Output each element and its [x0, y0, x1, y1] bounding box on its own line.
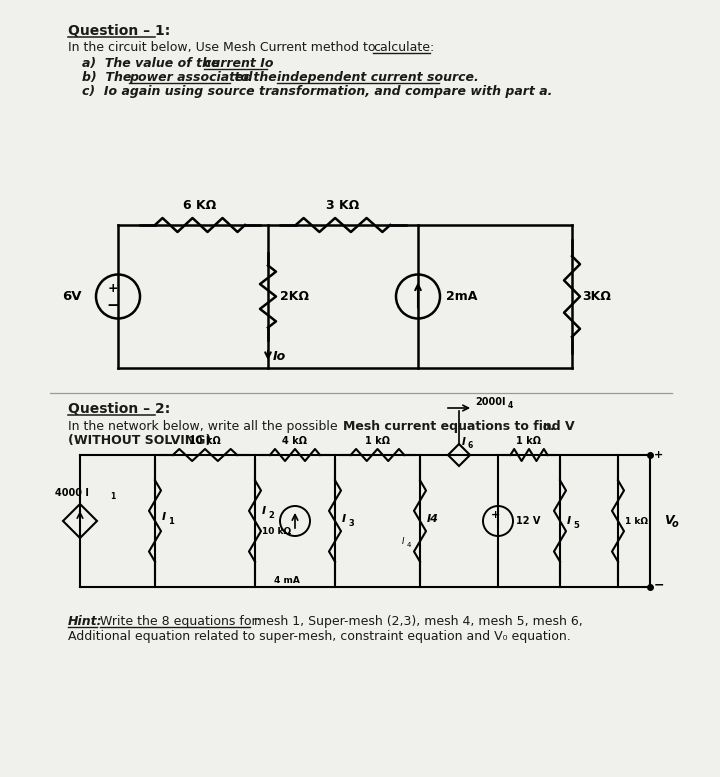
Text: 2000I: 2000I: [475, 397, 505, 407]
Text: (WITHOUT SOLVING): (WITHOUT SOLVING): [68, 434, 211, 447]
Text: 2mA: 2mA: [446, 290, 477, 303]
Text: power associated: power associated: [129, 71, 253, 84]
Text: 1: 1: [168, 517, 174, 525]
Text: I4: I4: [427, 514, 439, 524]
Text: 10 kΩ: 10 kΩ: [262, 527, 291, 535]
Text: −: −: [107, 298, 120, 313]
Text: 4: 4: [508, 400, 513, 409]
Text: 3: 3: [348, 520, 354, 528]
Text: 12 V: 12 V: [516, 516, 541, 526]
Text: Hint:: Hint:: [68, 615, 103, 628]
Text: 4 kΩ: 4 kΩ: [282, 436, 307, 446]
Text: mesh 1, Super-mesh (2,3), mesh 4, mesh 5, mesh 6,: mesh 1, Super-mesh (2,3), mesh 4, mesh 5…: [250, 615, 582, 628]
Text: Write the 8 equations for:: Write the 8 equations for:: [100, 615, 261, 628]
Text: 6: 6: [468, 441, 473, 450]
Text: to the: to the: [230, 71, 281, 84]
Text: V: V: [664, 514, 674, 528]
Text: calculate:: calculate:: [373, 41, 434, 54]
Text: 2: 2: [268, 511, 274, 521]
Text: I: I: [262, 506, 266, 516]
Text: 4 mA: 4 mA: [274, 576, 300, 585]
Text: +: +: [108, 282, 118, 295]
Text: o: o: [672, 519, 679, 529]
Text: independent current source.: independent current source.: [277, 71, 479, 84]
Text: 3 KΩ: 3 KΩ: [326, 199, 359, 212]
Text: 6 KΩ: 6 KΩ: [184, 199, 217, 212]
Text: Question – 2:: Question – 2:: [68, 402, 170, 416]
Text: .: .: [550, 420, 554, 433]
Text: b)  The: b) The: [82, 71, 136, 84]
Text: current Io: current Io: [204, 57, 274, 70]
Text: o: o: [543, 422, 549, 432]
Text: 4000 I: 4000 I: [55, 488, 89, 498]
Text: 4: 4: [407, 542, 411, 548]
Text: Question – 1:: Question – 1:: [68, 24, 170, 38]
Text: −: −: [654, 579, 665, 591]
Text: 5: 5: [573, 521, 579, 531]
Text: 10 kΩ: 10 kΩ: [189, 436, 221, 446]
Text: 1 kΩ: 1 kΩ: [625, 517, 648, 525]
Text: +: +: [490, 510, 500, 520]
Text: Mesh current equations to find V: Mesh current equations to find V: [343, 420, 575, 433]
Text: 1 kΩ: 1 kΩ: [516, 436, 541, 446]
Text: 6V: 6V: [63, 290, 82, 303]
Text: I: I: [402, 536, 405, 545]
Text: I: I: [462, 437, 466, 447]
Text: a)  The value of the: a) The value of the: [82, 57, 224, 70]
Text: In the circuit below, Use Mesh Current method to: In the circuit below, Use Mesh Current m…: [68, 41, 379, 54]
Text: Additional equation related to super-mesh, constraint equation and V₀ equation.: Additional equation related to super-mes…: [68, 630, 571, 643]
Text: I: I: [162, 512, 166, 522]
Text: I: I: [342, 514, 346, 524]
Text: Io: Io: [273, 350, 287, 364]
Text: In the network below, write all the possible: In the network below, write all the poss…: [68, 420, 341, 433]
Text: c)  Io again using source transformation, and compare with part a.: c) Io again using source transformation,…: [82, 85, 552, 98]
Text: 2KΩ: 2KΩ: [280, 290, 309, 303]
Text: 1 kΩ: 1 kΩ: [365, 436, 390, 446]
Text: 1: 1: [110, 492, 115, 501]
Text: +: +: [654, 450, 663, 460]
Text: 3KΩ: 3KΩ: [582, 290, 611, 303]
Text: I: I: [567, 516, 571, 526]
